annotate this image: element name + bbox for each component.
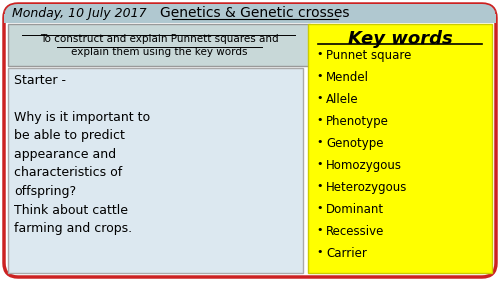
Text: Mendel: Mendel: [326, 71, 369, 84]
Text: Genetics & Genetic crosses: Genetics & Genetic crosses: [160, 6, 350, 20]
Text: Homozygous: Homozygous: [326, 159, 402, 172]
Text: Monday, 10 July 2017: Monday, 10 July 2017: [12, 6, 146, 19]
Text: •: •: [316, 225, 322, 235]
Text: Dominant: Dominant: [326, 203, 384, 216]
Text: Punnet square: Punnet square: [326, 49, 412, 62]
Text: •: •: [316, 49, 322, 59]
Bar: [8, 68, 303, 273]
Text: •: •: [316, 247, 322, 257]
Text: Starter -

Why is it important to
be able to predict
appearance and
characterist: Starter - Why is it important to be able…: [14, 74, 150, 235]
Text: To construct and explain Punnett squares and: To construct and explain Punnett squares…: [40, 34, 278, 44]
Text: •: •: [316, 181, 322, 191]
Text: Allele: Allele: [326, 93, 358, 106]
Text: Heterozygous: Heterozygous: [326, 181, 407, 194]
Bar: [8, 24, 310, 66]
Text: explain them using the key words: explain them using the key words: [71, 47, 247, 57]
Bar: [4, 14, 496, 23]
FancyBboxPatch shape: [4, 4, 496, 23]
Text: •: •: [316, 93, 322, 103]
Text: Key words: Key words: [348, 30, 453, 48]
Text: Carrier: Carrier: [326, 247, 367, 260]
Text: •: •: [316, 115, 322, 125]
Text: •: •: [316, 71, 322, 81]
FancyBboxPatch shape: [4, 4, 496, 277]
Text: •: •: [316, 137, 322, 147]
Text: Recessive: Recessive: [326, 225, 384, 238]
Text: •: •: [316, 203, 322, 213]
Text: Genotype: Genotype: [326, 137, 384, 150]
Bar: [308, 24, 492, 273]
Text: •: •: [316, 159, 322, 169]
Text: Phenotype: Phenotype: [326, 115, 389, 128]
